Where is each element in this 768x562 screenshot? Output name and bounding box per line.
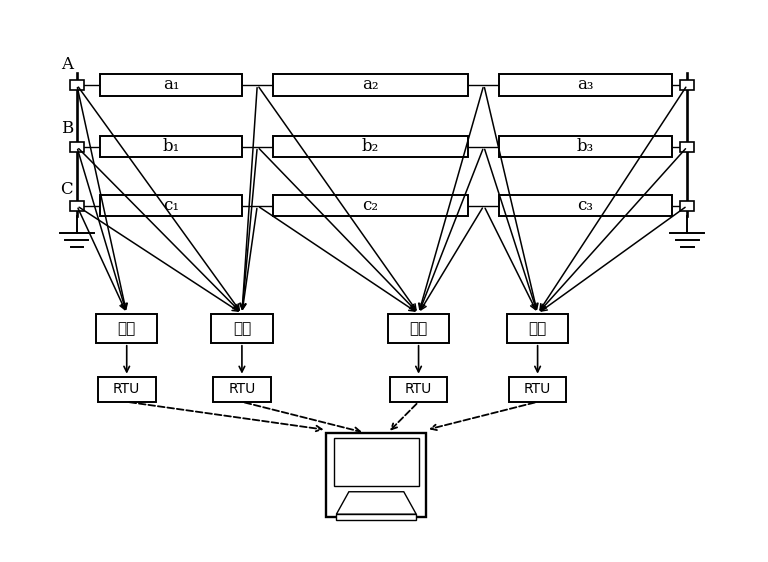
Text: c₃: c₃ bbox=[578, 197, 594, 214]
Text: 滤波: 滤波 bbox=[409, 321, 428, 336]
Bar bbox=[100, 74, 242, 96]
Bar bbox=[680, 142, 694, 152]
Bar bbox=[273, 74, 468, 96]
Bar bbox=[211, 314, 273, 343]
Text: 滤波: 滤波 bbox=[118, 321, 136, 336]
Text: 滤波: 滤波 bbox=[528, 321, 547, 336]
Polygon shape bbox=[336, 492, 416, 514]
Bar bbox=[100, 136, 242, 157]
Bar bbox=[680, 201, 694, 211]
Bar bbox=[100, 195, 242, 216]
Text: 滤波: 滤波 bbox=[233, 321, 251, 336]
Text: B: B bbox=[61, 120, 73, 137]
Text: a₃: a₃ bbox=[578, 76, 594, 93]
Bar bbox=[98, 377, 155, 402]
Text: b₁: b₁ bbox=[162, 138, 180, 155]
Bar bbox=[499, 136, 672, 157]
Bar bbox=[680, 80, 694, 90]
Text: a₁: a₁ bbox=[163, 76, 179, 93]
Bar bbox=[388, 314, 449, 343]
Bar bbox=[507, 314, 568, 343]
Text: a₂: a₂ bbox=[362, 76, 379, 93]
Bar bbox=[334, 438, 419, 486]
Text: b₂: b₂ bbox=[362, 138, 379, 155]
Bar bbox=[336, 514, 416, 520]
Text: c₂: c₂ bbox=[362, 197, 379, 214]
Bar bbox=[390, 377, 447, 402]
Bar bbox=[326, 433, 426, 517]
Bar bbox=[508, 377, 566, 402]
Bar bbox=[499, 74, 672, 96]
Bar bbox=[273, 195, 468, 216]
Text: b₃: b₃ bbox=[577, 138, 594, 155]
Text: RTU: RTU bbox=[113, 382, 141, 396]
Bar bbox=[273, 136, 468, 157]
Text: RTU: RTU bbox=[524, 382, 551, 396]
Bar bbox=[70, 80, 84, 90]
Bar bbox=[499, 195, 672, 216]
Text: c₁: c₁ bbox=[163, 197, 179, 214]
Bar bbox=[213, 377, 271, 402]
Text: RTU: RTU bbox=[228, 382, 256, 396]
Bar bbox=[96, 314, 157, 343]
Text: RTU: RTU bbox=[405, 382, 432, 396]
Text: A: A bbox=[61, 56, 73, 73]
Bar bbox=[70, 142, 84, 152]
Bar bbox=[70, 201, 84, 211]
Text: C: C bbox=[61, 181, 73, 198]
